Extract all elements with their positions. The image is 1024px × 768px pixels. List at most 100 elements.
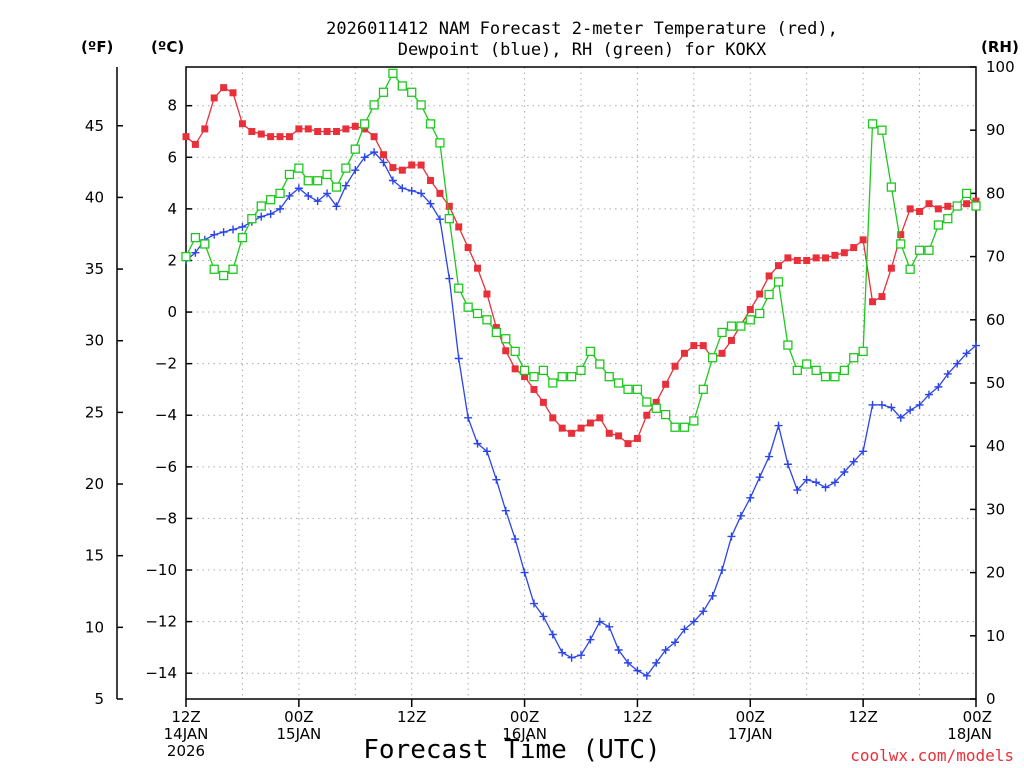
dewpoint-point (708, 591, 717, 600)
dewpoint-point (868, 400, 877, 409)
rh-point (529, 372, 539, 382)
celsius-tick-label: −14 (145, 664, 177, 682)
rh-point (444, 214, 454, 224)
rh-point (708, 353, 718, 363)
dewpoint-point (435, 215, 444, 224)
dewpoint-point (718, 566, 727, 575)
temperature-point (276, 133, 284, 141)
temperature-point (483, 290, 491, 298)
temperature-point (793, 256, 801, 264)
dewpoint-point (454, 354, 463, 363)
fahrenheit-tick-label: 20 (85, 475, 104, 493)
temperature-point (229, 89, 237, 97)
temperature-point (464, 244, 472, 252)
temperature-point (201, 125, 209, 133)
dewpoint-point (877, 400, 886, 409)
x-tick-label: 15JAN (276, 725, 321, 743)
rh-point (341, 163, 351, 173)
temperature-point (558, 424, 566, 432)
temperature-point (897, 231, 905, 239)
temperature-point (925, 200, 933, 208)
dewpoint-point (567, 653, 576, 662)
temperature-point (944, 202, 952, 210)
rh-point (284, 169, 295, 180)
rh-point (181, 251, 191, 262)
temperature-point (549, 414, 557, 422)
temperature-point (916, 207, 924, 215)
x-axis-title: Forecast Time (UTC) (363, 735, 660, 765)
dewpoint-point (370, 148, 379, 157)
temperature-point (511, 365, 519, 373)
dewpoint-point (849, 457, 858, 466)
dewpoint-point (341, 181, 350, 190)
celsius-tick-label: −12 (145, 613, 177, 631)
dewpoint-point (360, 153, 369, 162)
dewpoint-point (464, 413, 473, 422)
dewpoint-point (313, 197, 322, 206)
temperature-point (662, 380, 670, 388)
temperature-point (624, 440, 632, 448)
temperature-point (690, 342, 698, 350)
rh-point (689, 416, 699, 426)
rh-point (820, 372, 831, 382)
temperature-point (323, 127, 331, 135)
temperature-point (577, 424, 585, 432)
celsius-tick-label: −4 (155, 406, 177, 424)
rh-point (811, 365, 821, 376)
fahrenheit-tick-label: 25 (85, 403, 104, 421)
celsius-tick-label: 0 (167, 303, 177, 321)
rh-point (698, 384, 708, 394)
rh-point (388, 68, 398, 78)
rh-point (303, 176, 313, 186)
temperature-point (474, 264, 482, 272)
temperature-point (680, 349, 688, 357)
celsius-tick-label: 2 (167, 251, 177, 269)
rh-point (360, 119, 370, 129)
x-tick-label: 17JAN (728, 725, 773, 743)
temperature-point (934, 205, 942, 213)
dewpoint-point (238, 222, 247, 231)
temperature-point (248, 127, 256, 135)
rh-point (265, 195, 276, 205)
rh-tick-label: 0 (986, 690, 996, 708)
rh-point (830, 372, 840, 382)
dewpoint-point (595, 617, 604, 626)
dewpoint-point (727, 532, 736, 541)
temperature-point (850, 244, 858, 252)
title-line-2: Dewpoint (blue), RH (green) for KOKX (398, 40, 767, 60)
dewpoint-point (210, 230, 219, 239)
dewpoint-point (501, 506, 510, 515)
rh-tick-label: 40 (986, 437, 1005, 455)
fahrenheit-axis-ticks: 45 40 35 30 25 20 15 10 5 (85, 117, 123, 708)
dewpoint-point (219, 228, 228, 237)
celsius-unit-label: (ºC) (151, 38, 184, 56)
fahrenheit-tick-label: 15 (85, 547, 104, 565)
celsius-tick-label: 4 (167, 200, 177, 218)
dewpoint-point (323, 189, 332, 198)
temperature-point (765, 272, 773, 280)
rh-point (416, 100, 426, 110)
rh-point (679, 422, 690, 432)
celsius-tick-label: 8 (167, 97, 177, 115)
temperature-point (718, 349, 726, 357)
dewpoint-point (511, 535, 520, 544)
temperature-point (756, 290, 764, 298)
temperature-point (775, 262, 782, 270)
temperature-point (859, 236, 867, 244)
dewpoint-point (671, 638, 680, 647)
rh-point (651, 403, 661, 413)
rh-point (755, 308, 765, 319)
rh-point (952, 201, 962, 211)
dewpoint-point (783, 460, 792, 469)
temperature-point (521, 373, 529, 381)
dewpoint-point (426, 199, 435, 208)
fahrenheit-unit-label: (ºF) (81, 38, 113, 56)
rh-point (491, 327, 502, 338)
rh-point (886, 182, 897, 192)
temperature-point (906, 205, 914, 213)
dewpoint-point (529, 599, 538, 608)
temperature-point (455, 223, 463, 231)
temperature-point (238, 120, 246, 128)
x-tick-label: 12Z (848, 708, 877, 726)
